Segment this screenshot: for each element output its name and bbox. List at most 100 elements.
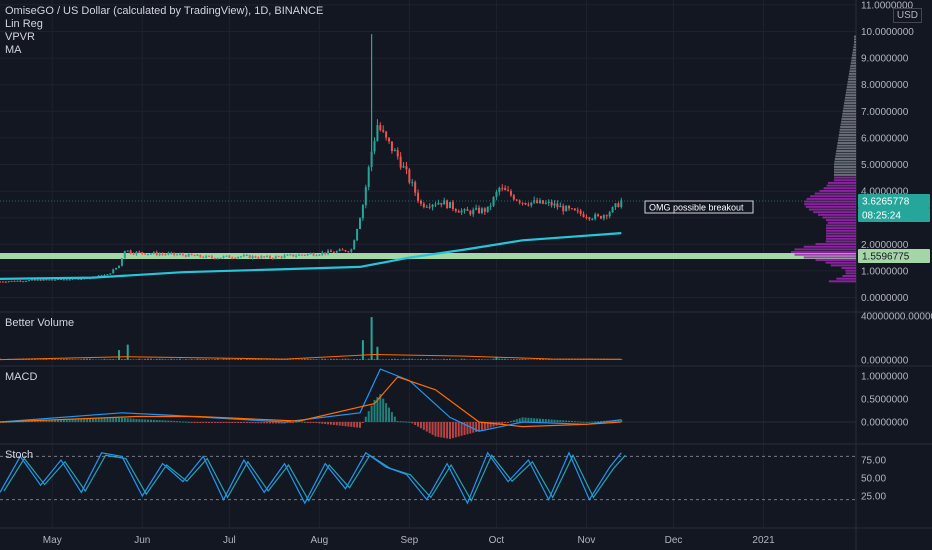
volume-profile-bar — [813, 211, 856, 214]
macd-histogram-bar — [335, 422, 338, 426]
time-axis[interactable]: May Jun Jul Aug Sep Oct Nov Dec 2021 — [43, 535, 775, 546]
volume-profile-bar — [826, 232, 856, 235]
candle-body — [68, 279, 71, 281]
volume-profile-bar — [841, 118, 856, 121]
volume-bar — [65, 358, 68, 360]
volume-profile-bar — [834, 157, 856, 160]
currency-button[interactable]: USD — [892, 8, 922, 23]
candle-body — [454, 209, 457, 212]
macd-histogram-bar — [541, 418, 544, 422]
horizontal-support-line[interactable] — [0, 253, 856, 260]
macd-histogram-bar — [312, 422, 315, 423]
time-tick-label: Jun — [134, 535, 150, 546]
volume-bar — [129, 359, 132, 360]
volume-bar — [176, 359, 179, 360]
candle-body — [419, 200, 422, 204]
volume-pane-title[interactable]: Better Volume — [5, 317, 75, 329]
macd-histogram-bar — [219, 422, 222, 423]
candle-body — [347, 251, 350, 253]
annotation-text: OMG possible breakout — [649, 203, 744, 213]
volume-profile-bar — [803, 245, 856, 248]
macd-histogram-bar — [382, 398, 385, 422]
candle-body — [469, 210, 472, 215]
macd-histogram-bar — [19, 421, 22, 423]
candle-body — [451, 202, 454, 210]
indicator-ma[interactable]: MA — [5, 44, 22, 56]
candle-body — [512, 195, 515, 200]
annotation-callout[interactable]: OMG possible breakout — [644, 200, 754, 214]
volume-bar — [446, 359, 449, 360]
volume-bar — [77, 359, 80, 360]
chart-legend: OmiseGO / US Dollar (calculated by Tradi… — [5, 5, 323, 57]
candle-body — [562, 205, 565, 212]
candle-body — [138, 251, 141, 253]
macd-histogram-bar — [170, 420, 173, 422]
volume-profile-bar — [851, 59, 856, 62]
candle-body — [361, 205, 364, 219]
moving-average-line[interactable] — [0, 232, 622, 280]
volume-bar — [269, 359, 271, 360]
candle-body — [120, 258, 123, 266]
indicator-vpvr[interactable]: VPVR — [5, 31, 35, 43]
price-candles[interactable] — [0, 34, 623, 283]
candle-body — [373, 141, 376, 152]
macd-pane-title[interactable]: MACD — [5, 371, 38, 383]
volume-bar — [190, 358, 193, 360]
volume-bar — [341, 358, 344, 360]
candle-body — [617, 203, 620, 208]
volume-profile-bar — [845, 269, 856, 272]
volume-profile-bar — [851, 56, 856, 59]
candle-body — [466, 209, 469, 211]
candle-body — [611, 207, 614, 213]
macd-histogram-bar — [594, 421, 597, 423]
macd-histogram-bar — [68, 419, 71, 422]
candle-body — [335, 251, 338, 253]
macd-histogram-bar — [231, 422, 234, 423]
volume-profile-bar — [854, 38, 856, 41]
volume-bar — [149, 358, 152, 360]
volume-bar — [225, 358, 228, 360]
macd-histogram-bar — [109, 418, 112, 422]
macd-histogram-bar — [457, 422, 460, 437]
indicator-lin-reg[interactable]: Lin Reg — [5, 18, 43, 30]
candle-body — [126, 250, 129, 252]
candle-body — [550, 201, 553, 206]
macd-histogram-bar — [440, 422, 443, 438]
macd-histogram-bar — [225, 422, 228, 423]
candle-body — [129, 250, 132, 254]
macd-histogram-bar — [347, 422, 350, 427]
volume-bar — [219, 359, 222, 360]
macd-histogram-bar — [521, 417, 524, 422]
stoch-pane-title[interactable]: Stoch — [5, 449, 34, 461]
candle-body — [216, 258, 219, 260]
volume-profile-bar — [834, 165, 856, 168]
macd-histogram-bar — [515, 419, 518, 422]
volume-profile-bar — [826, 184, 856, 187]
candle-body — [402, 166, 405, 168]
candle-body — [312, 253, 315, 256]
candle-body — [231, 257, 234, 259]
volume-profile-bar — [834, 163, 856, 166]
macd-histogram-bar — [152, 419, 155, 422]
symbol-title[interactable]: OmiseGO / US Dollar (calculated by Tradi… — [5, 5, 324, 17]
volume-bar — [54, 359, 57, 360]
candle-body — [187, 253, 190, 257]
macd-histogram-bar — [550, 419, 553, 422]
volume-profile-bar — [848, 75, 856, 78]
macd-histogram-bar — [492, 422, 495, 427]
volume-bar — [89, 358, 91, 360]
macd-histogram-bar — [396, 421, 399, 423]
volume-average-line — [0, 353, 622, 361]
candle-body — [176, 254, 179, 256]
candle-body — [193, 255, 196, 257]
volume-profile-bar — [838, 136, 856, 139]
volume-profile-bar — [823, 187, 856, 190]
macd-histogram-bar — [373, 399, 376, 422]
volume-profile-bar — [842, 112, 856, 115]
volume-bar — [454, 359, 457, 360]
volume-bar — [512, 359, 515, 360]
volume-profile-bar — [847, 83, 856, 86]
candle-body — [152, 252, 155, 254]
volume-bar — [158, 358, 161, 360]
